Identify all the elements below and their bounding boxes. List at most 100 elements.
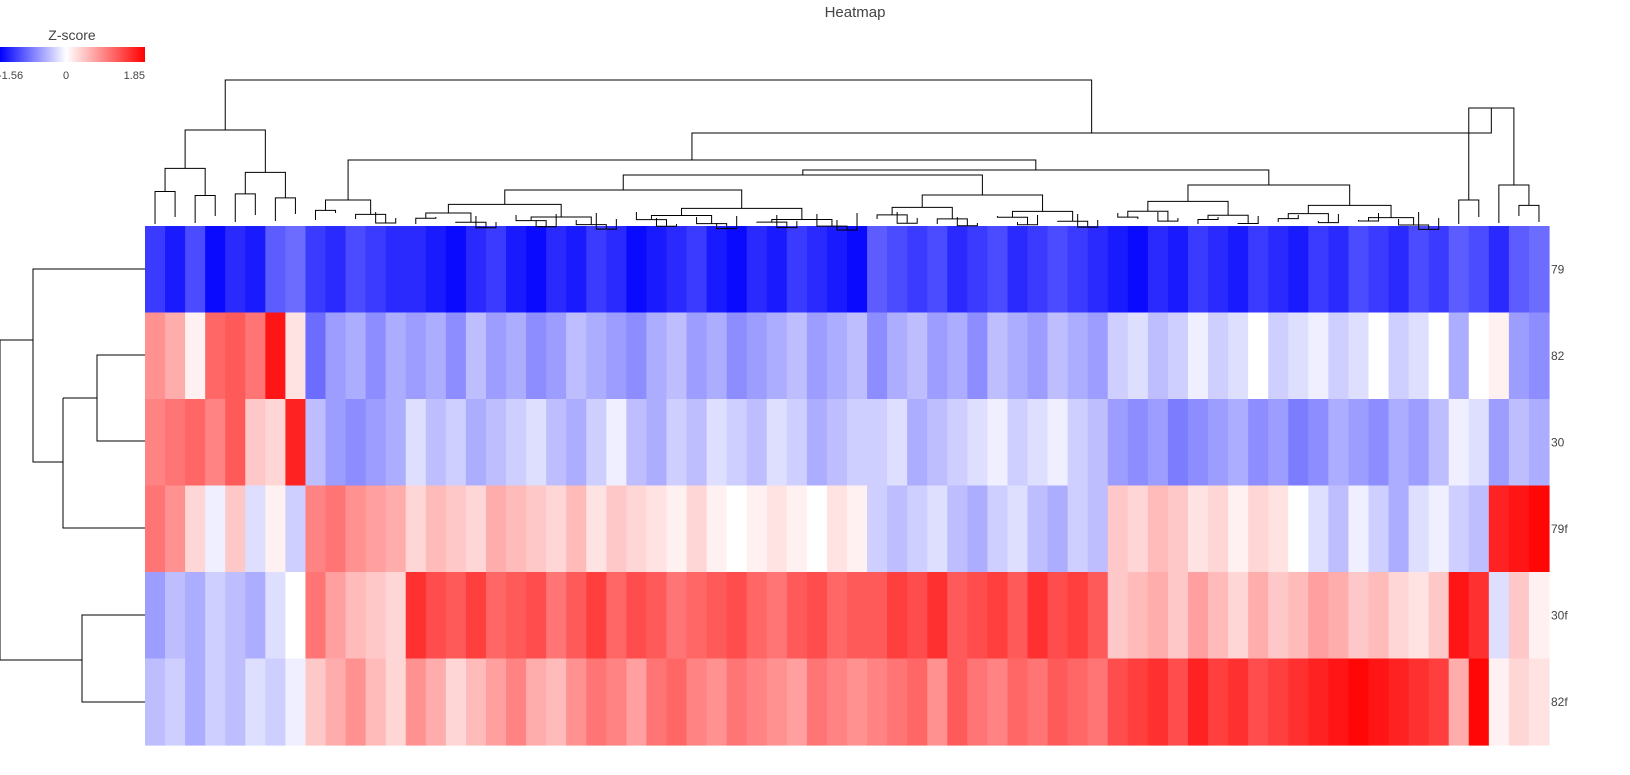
heatmap-cell	[1488, 572, 1510, 660]
heatmap-cell	[305, 485, 327, 573]
heatmap-cell	[1107, 658, 1129, 746]
dendrogram-branch	[771, 218, 833, 227]
dendrogram-branch	[681, 207, 803, 220]
dendrogram-branch	[891, 206, 953, 219]
heatmap-cell	[325, 399, 347, 487]
heatmap-cell	[1348, 485, 1370, 573]
legend-title: Z-score	[48, 27, 96, 43]
heatmap-cell	[185, 658, 206, 746]
heatmap-cell	[445, 658, 467, 746]
heatmap-cell	[646, 485, 668, 573]
heatmap-cell	[786, 572, 808, 660]
heatmap-cell	[746, 226, 768, 314]
heatmap-cell	[245, 312, 266, 400]
heatmap-cell	[385, 485, 407, 573]
heatmap-cell	[867, 312, 888, 400]
heatmap-cell	[1147, 226, 1169, 314]
heatmap-cell	[1067, 312, 1089, 400]
heatmap-cell	[947, 312, 968, 400]
heatmap-cell	[626, 572, 648, 660]
dendrogram-branch	[194, 194, 216, 223]
heatmap-cell	[606, 485, 627, 573]
heatmap-cell	[806, 226, 828, 314]
heatmap-cell	[1027, 572, 1049, 660]
heatmap-cell	[1228, 485, 1249, 573]
heatmap-cell	[1308, 658, 1329, 746]
heatmap-cell	[987, 226, 1009, 314]
heatmap-cell	[1167, 312, 1189, 400]
heatmap-cell	[1027, 226, 1049, 314]
heatmap-cell	[506, 658, 527, 746]
row-label: 82	[1551, 349, 1565, 363]
heatmap-cell	[1408, 485, 1430, 573]
heatmap-cell	[1208, 399, 1229, 487]
dendrogram-branch	[314, 209, 337, 220]
chart-title: Heatmap	[825, 4, 886, 21]
heatmap-cell	[786, 658, 808, 746]
heatmap-cell	[185, 312, 206, 400]
heatmap-cell	[1007, 312, 1029, 400]
heatmap-cell	[165, 572, 186, 660]
heatmap-cell	[465, 658, 487, 746]
heatmap-cell	[325, 572, 347, 660]
heatmap-cell	[546, 658, 567, 746]
heatmap-cell	[1288, 226, 1309, 314]
heatmap-cell	[1248, 226, 1269, 314]
heatmap-cell	[907, 312, 928, 400]
heatmap-cell	[1388, 485, 1410, 573]
heatmap-cell	[145, 226, 166, 314]
dendrogram-branch	[504, 189, 743, 209]
heatmap-cell	[1528, 485, 1550, 573]
heatmap-cell	[1208, 226, 1229, 314]
heatmap-cell	[526, 485, 547, 573]
heatmap-cell	[907, 572, 928, 660]
heatmap-cell	[987, 485, 1009, 573]
heatmap-cell	[766, 572, 788, 660]
heatmap-cell	[1147, 658, 1169, 746]
heatmap-cell	[285, 658, 307, 746]
heatmap-cell	[606, 658, 627, 746]
heatmap-cell	[706, 312, 728, 400]
heatmap-cell	[485, 312, 507, 400]
dendrogram-branch	[622, 174, 983, 195]
heatmap-cell	[867, 485, 888, 573]
heatmap-cell	[285, 399, 307, 487]
heatmap-cell	[1228, 572, 1249, 660]
heatmap-cell	[506, 226, 527, 314]
heatmap-cell	[365, 399, 387, 487]
heatmap-cell	[185, 485, 206, 573]
heatmap-cell	[165, 658, 186, 746]
heatmap-cell	[205, 226, 226, 314]
heatmap-cell	[987, 399, 1009, 487]
heatmap-cell	[1107, 572, 1129, 660]
heatmap-cell	[325, 485, 347, 573]
heatmap-cell	[526, 658, 547, 746]
heatmap-cell	[666, 312, 688, 400]
heatmap-cell	[1288, 399, 1309, 487]
dendrogram-branch	[274, 197, 296, 221]
heatmap-cell	[1528, 312, 1550, 400]
heatmap-cell	[365, 312, 387, 400]
heatmap-cell	[245, 572, 266, 660]
heatmap-cell	[1328, 399, 1350, 487]
heatmap-cell	[947, 226, 968, 314]
heatmap-cell	[766, 312, 788, 400]
heatmap-cell	[1408, 399, 1430, 487]
heatmap-cell	[1187, 312, 1209, 400]
heatmap-cell	[1288, 572, 1309, 660]
heatmap-cell	[1308, 572, 1329, 660]
heatmap-cell	[1047, 658, 1069, 746]
heatmap-cell	[145, 658, 166, 746]
heatmap-cell	[546, 485, 567, 573]
heatmap-cell	[405, 399, 427, 487]
heatmap-cell	[1328, 658, 1350, 746]
dendrogram-branch	[355, 213, 387, 224]
heatmap-cell	[806, 485, 828, 573]
heatmap-cell	[485, 399, 507, 487]
heatmap-cell	[967, 312, 988, 400]
heatmap-cell	[405, 312, 427, 400]
heatmap-cell	[1027, 658, 1049, 746]
heatmap-cell	[1388, 312, 1410, 400]
heatmap-cell	[1187, 399, 1209, 487]
